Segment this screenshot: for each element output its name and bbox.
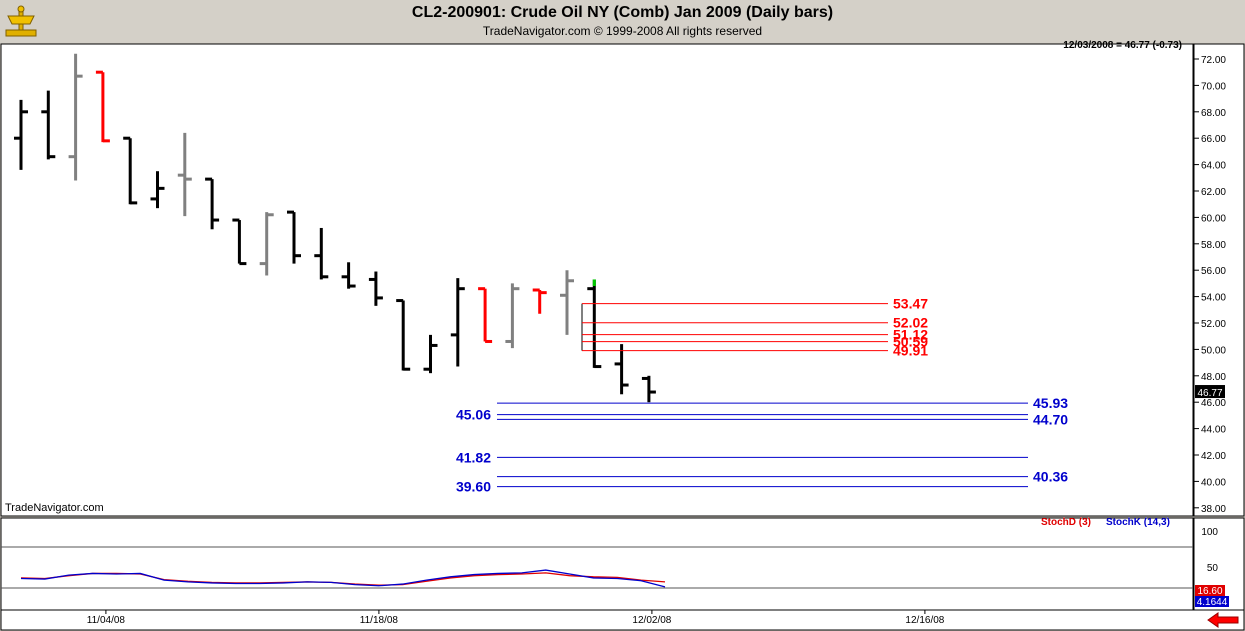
price-tick-label: 44.00 (1201, 425, 1226, 436)
price-readout: 12/03/2008 = 46.77 (-0.73) (1063, 40, 1182, 51)
date-tick-label: 12/16/08 (905, 615, 944, 626)
price-tick-label: 52.00 (1201, 319, 1226, 330)
price-tick-label: 38.00 (1201, 504, 1226, 515)
watermark: TradeNavigator.com (5, 502, 104, 514)
stochd-value-badge (1195, 585, 1225, 596)
price-tick-label: 62.00 (1201, 187, 1226, 198)
price-tick-label: 42.00 (1201, 451, 1226, 462)
date-tick-label: 12/02/08 (632, 615, 671, 626)
legend-stochk: StochK (14,3) (1106, 517, 1170, 528)
resistance-label: 49.91 (893, 343, 928, 359)
stochd-value-label: 16.60 (1197, 586, 1222, 597)
support-label-left: 39.60 (456, 479, 491, 495)
support-label-right: 44.70 (1033, 411, 1068, 427)
last-price-badge (1195, 385, 1225, 399)
price-tick-label: 66.00 (1201, 134, 1226, 145)
stochk-value-badge (1195, 596, 1229, 607)
price-tick-label: 64.00 (1201, 161, 1226, 172)
last-price-label: 46.77 (1197, 388, 1222, 399)
resistance-label: 51.12 (893, 327, 928, 343)
date-tick-label: 11/04/08 (87, 615, 126, 626)
price-tick-label: 56.00 (1201, 266, 1226, 277)
price-tick-label: 60.00 (1201, 213, 1226, 224)
price-tick-label: 48.00 (1201, 372, 1226, 383)
price-tick-label: 72.00 (1201, 55, 1226, 66)
scroll-right-arrow-icon[interactable] (1206, 612, 1240, 628)
legend-stochd: StochD (3) (1041, 517, 1091, 528)
date-tick-label: 11/18/08 (360, 615, 399, 626)
tradenavigator-logo-icon (5, 5, 37, 37)
support-label-left: 41.82 (456, 449, 491, 465)
stochk-line (20, 569, 666, 588)
price-tick-label: 54.00 (1201, 293, 1226, 304)
resistance-label: 52.02 (893, 315, 928, 331)
stoch-tick-label: 100 (1201, 527, 1218, 538)
price-tick-label: 58.00 (1201, 240, 1226, 251)
support-label-right: 40.36 (1033, 469, 1068, 485)
stochk-value-label: 4.1644 (1197, 597, 1228, 608)
support-label-right: 45.93 (1033, 395, 1068, 411)
chart-subtitle: TradeNavigator.com © 1999-2008 All right… (482, 24, 763, 38)
stochastic-panel[interactable] (0, 517, 1194, 611)
date-axis (0, 609, 1245, 631)
price-axis (1193, 43, 1245, 517)
resistance-label: 50.59 (893, 334, 928, 350)
price-tick-label: 46.00 (1201, 398, 1226, 409)
support-label-left: 45.06 (456, 407, 491, 423)
price-tick-label: 40.00 (1201, 477, 1226, 488)
price-panel[interactable] (0, 43, 1194, 517)
price-tick-label: 50.00 (1201, 345, 1226, 356)
stoch-tick-label: 50 (1207, 563, 1219, 574)
price-tick-label: 70.00 (1201, 81, 1226, 92)
price-tick-label: 68.00 (1201, 108, 1226, 119)
chart-title: CL2-200901: Crude Oil NY (Comb) Jan 2009… (411, 4, 834, 21)
resistance-label: 53.47 (893, 296, 928, 312)
